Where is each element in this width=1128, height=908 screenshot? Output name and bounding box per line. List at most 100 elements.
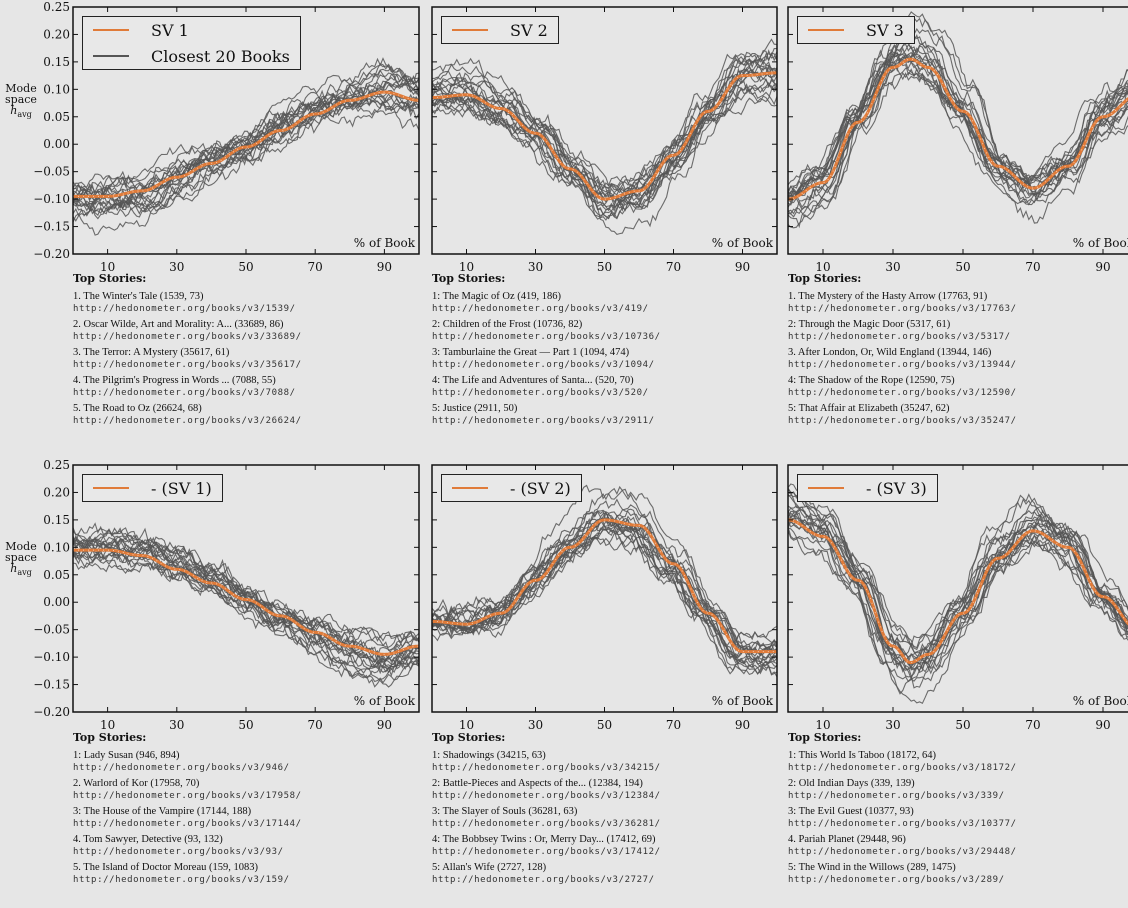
story-item: 5. The Road to Oz (26624, 68) http://hedo… (73, 402, 413, 427)
story-url[interactable]: http://hedonometer.org/books/v3/36281/ (432, 819, 661, 829)
story-url[interactable]: http://hedonometer.org/books/v3/26624/ (73, 416, 302, 426)
book-line (73, 527, 419, 652)
sv-line (73, 548, 419, 656)
story-url[interactable]: http://hedonometer.org/books/v3/17958/ (73, 791, 302, 801)
book-line (788, 491, 1128, 705)
story-url[interactable]: http://hedonometer.org/books/v3/17412/ (432, 847, 661, 857)
legend-entry: SV 1 (93, 17, 290, 43)
legend-label: SV 3 (866, 20, 904, 40)
top-stories: Top Stories: 1. The Winter's Tale (1539, … (73, 272, 413, 430)
x-tick-label: 30 (885, 260, 900, 274)
chart-panel-5: 10 30 50 70 90 % of Book (431, 464, 778, 732)
y-tick-label: −0.05 (33, 165, 70, 179)
story-title: 3. The Terror: A Mystery (35617, 61) (73, 347, 230, 358)
x-tick-label: 50 (597, 718, 612, 732)
story-item: 4: The Life and Adventures of Santa... (… (432, 374, 772, 399)
chart-panel-3: 10 30 50 70 90 % of Book (787, 6, 1128, 274)
story-url[interactable]: http://hedonometer.org/books/v3/17763/ (788, 304, 1017, 314)
y-axis-label-line: Mode (1, 83, 41, 94)
book-line (73, 562, 419, 643)
story-title: 3. After London, Or, Wild England (13944… (788, 347, 992, 358)
plot-frame (431, 6, 778, 255)
story-url[interactable]: http://hedonometer.org/books/v3/946/ (73, 763, 290, 773)
story-url[interactable]: http://hedonometer.org/books/v3/339/ (788, 791, 1005, 801)
story-url[interactable]: http://hedonometer.org/books/v3/2911/ (432, 416, 655, 426)
story-title: 3: The Slayer of Souls (36281, 63) (432, 806, 578, 817)
story-item: 1. The Mystery of the Hasty Arrow (17763… (788, 290, 1128, 315)
story-url[interactable]: http://hedonometer.org/books/v3/5317/ (788, 332, 1011, 342)
story-item: 5: That Affair at Elizabeth (35247, 62) h… (788, 402, 1128, 427)
y-tick-label: 0.20 (43, 27, 70, 41)
y-tick-label: 0.00 (43, 595, 70, 609)
story-url[interactable]: http://hedonometer.org/books/v3/17144/ (73, 819, 302, 829)
x-tick-label: 90 (735, 260, 750, 274)
top-stories: Top Stories: 1: Lady Susan (946, 894) http… (73, 731, 413, 889)
x-tick-label: 50 (955, 718, 970, 732)
story-url[interactable]: http://hedonometer.org/books/v3/33689/ (73, 332, 302, 342)
story-item: 4. The Pilgrim's Progress in Words ... (… (73, 374, 413, 399)
story-url[interactable]: http://hedonometer.org/books/v3/34215/ (432, 763, 661, 773)
y-tick-label: 0.25 (43, 458, 70, 472)
story-url[interactable]: http://hedonometer.org/books/v3/13944/ (788, 360, 1017, 370)
story-url[interactable]: http://hedonometer.org/books/v3/1094/ (432, 360, 655, 370)
top-stories: Top Stories: 1. The Mystery of the Hasty … (788, 272, 1128, 430)
story-item: 3: Tamburlaine the Great — Part 1 (1094,… (432, 346, 772, 371)
story-url[interactable]: http://hedonometer.org/books/v3/10377/ (788, 819, 1017, 829)
y-axis-label-line: havg (1, 105, 41, 121)
book-line (788, 493, 1128, 695)
top-stories-header: Top Stories: (432, 272, 506, 285)
story-title: 5: The Wind in the Willows (289, 1475) (788, 862, 956, 873)
story-url[interactable]: http://hedonometer.org/books/v3/10736/ (432, 332, 661, 342)
story-url[interactable]: http://hedonometer.org/books/v3/289/ (788, 875, 1005, 885)
story-title: 1: The Magic of Oz (419, 186) (432, 291, 561, 302)
x-tick-label: 30 (528, 260, 543, 274)
story-item: 5: The Wind in the Willows (289, 1475) ht… (788, 861, 1128, 886)
story-title: 3: The Evil Guest (10377, 93) (788, 806, 914, 817)
story-url[interactable]: http://hedonometer.org/books/v3/1539/ (73, 304, 296, 314)
book-line (788, 526, 1128, 647)
sv-line (73, 90, 419, 198)
story-url[interactable]: http://hedonometer.org/books/v3/159/ (73, 875, 290, 885)
x-tick-label: 70 (1025, 260, 1040, 274)
book-line (788, 510, 1128, 670)
story-title: 5. The Island of Doctor Moreau (159, 108… (73, 862, 258, 873)
legend-swatch (452, 487, 488, 489)
story-title: 2: Through the Magic Door (5317, 61) (788, 319, 951, 330)
story-title: 2: Children of the Frost (10736, 82) (432, 319, 583, 330)
x-tick-label: 70 (666, 260, 681, 274)
story-url[interactable]: http://hedonometer.org/books/v3/18172/ (788, 763, 1017, 773)
story-title: 2: Battle-Pieces and Aspects of the... (… (432, 778, 643, 789)
story-title: 5: Justice (2911, 50) (432, 403, 518, 414)
story-item: 4. Tom Sawyer, Detective (93, 132) http:/… (73, 833, 413, 858)
y-tick-label: 0.15 (43, 55, 70, 69)
story-title: 5: That Affair at Elizabeth (35247, 62) (788, 403, 950, 414)
story-title: 5: Allan's Wife (2727, 128) (432, 862, 547, 873)
story-url[interactable]: http://hedonometer.org/books/v3/29448/ (788, 847, 1017, 857)
story-title: 4: The Shadow of the Rope (12590, 75) (788, 375, 955, 386)
top-stories-header: Top Stories: (432, 731, 506, 744)
book-line (432, 67, 777, 187)
story-item: 4: The Shadow of the Rope (12590, 75) htt… (788, 374, 1128, 399)
story-title: 1. The Winter's Tale (1539, 73) (73, 291, 204, 302)
book-line (432, 66, 777, 199)
story-url[interactable]: http://hedonometer.org/books/v3/2727/ (432, 875, 655, 885)
story-url[interactable]: http://hedonometer.org/books/v3/12590/ (788, 388, 1017, 398)
x-tick-label: 30 (885, 718, 900, 732)
legend-label: SV 1 (151, 20, 189, 40)
story-item: 2: Through the Magic Door (5317, 61) http… (788, 318, 1128, 343)
story-url[interactable]: http://hedonometer.org/books/v3/35247/ (788, 416, 1017, 426)
story-item: 3. The Terror: A Mystery (35617, 61) http… (73, 346, 413, 371)
story-url[interactable]: http://hedonometer.org/books/v3/12384/ (432, 791, 661, 801)
story-url[interactable]: http://hedonometer.org/books/v3/93/ (73, 847, 284, 857)
story-title: 1: Lady Susan (946, 894) (73, 750, 180, 761)
y-tick-label: −0.05 (33, 623, 70, 637)
story-title: 4. The Pilgrim's Progress in Words ... (… (73, 375, 276, 386)
story-url[interactable]: http://hedonometer.org/books/v3/7088/ (73, 388, 296, 398)
story-item: 1: The Magic of Oz (419, 186) http://hedo… (432, 290, 772, 315)
story-url[interactable]: http://hedonometer.org/books/v3/520/ (432, 388, 649, 398)
story-url[interactable]: http://hedonometer.org/books/v3/419/ (432, 304, 649, 314)
story-url[interactable]: http://hedonometer.org/books/v3/35617/ (73, 360, 302, 370)
legend-label: SV 2 (510, 20, 548, 40)
y-axis-label: Mode space havg (1, 83, 41, 121)
legend-entry: Closest 20 Books (93, 43, 290, 69)
